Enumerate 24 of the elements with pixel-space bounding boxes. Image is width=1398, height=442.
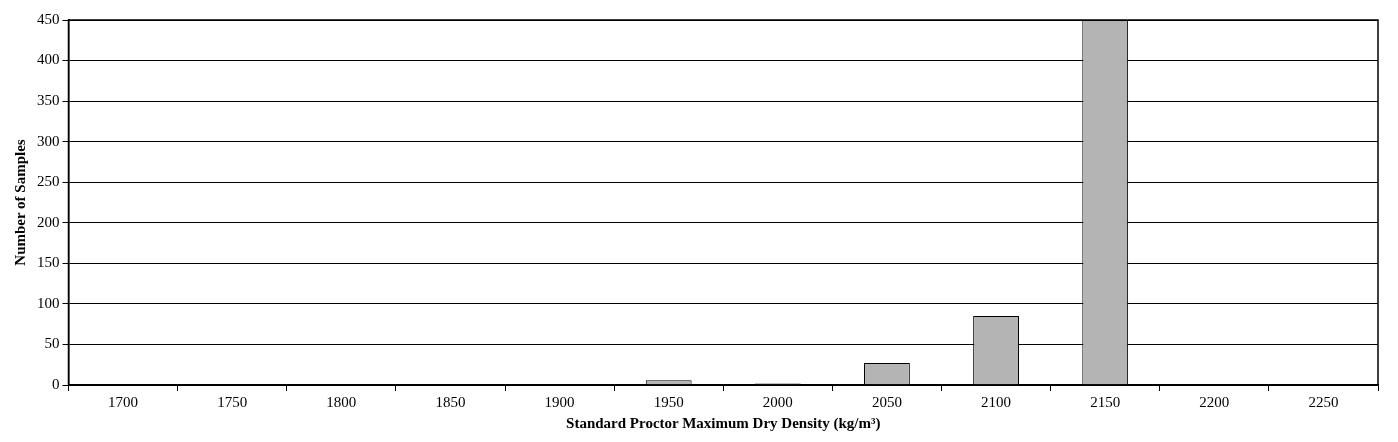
y-tick-label: 350: [37, 92, 60, 109]
x-tick-label: 2250: [1308, 393, 1339, 410]
y-tick-label: 0: [52, 375, 60, 392]
x-tick-label: 1700: [108, 393, 139, 410]
y-tick-label: 450: [37, 10, 60, 27]
y-tick-label: 250: [37, 173, 60, 190]
y-tick-label: 300: [37, 132, 60, 149]
y-tick-label: 50: [44, 335, 60, 352]
x-tick-label: 2200: [1199, 393, 1230, 410]
x-tick-label: 1900: [544, 393, 575, 410]
x-tick-label: 2100: [981, 393, 1012, 410]
y-tick-label: 400: [37, 51, 60, 68]
x-tick-label: 1750: [217, 393, 248, 410]
y-tick-label: 100: [37, 294, 60, 311]
y-tick-label: 200: [37, 213, 60, 230]
y-tick-label: 150: [37, 254, 60, 271]
x-tick-label: 2150: [1090, 393, 1121, 410]
x-tick-label: 2050: [871, 393, 902, 410]
x-tick-label: 2000: [762, 393, 793, 410]
x-tick-label: 1800: [326, 393, 357, 410]
x-tick-label: 1850: [435, 393, 466, 410]
x-axis-title: Standard Proctor Maximum Dry Density (kg/m³): [566, 414, 881, 432]
y-axis-title: Number of Samples: [11, 139, 28, 266]
x-tick-label: 1950: [653, 393, 684, 410]
